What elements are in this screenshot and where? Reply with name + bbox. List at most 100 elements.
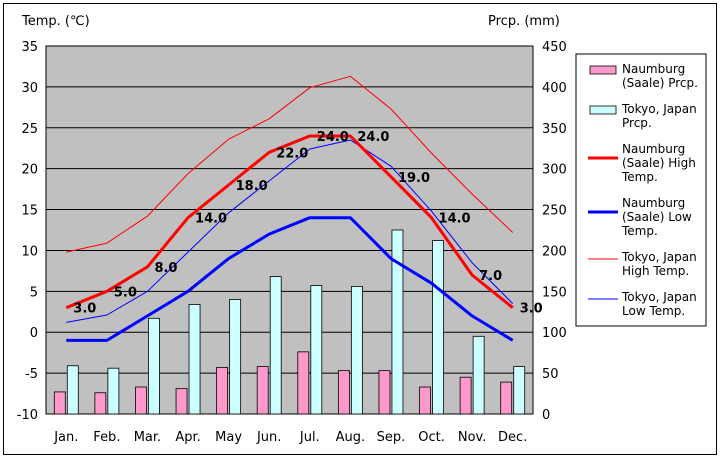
- y-right-tick-label: 150: [542, 285, 567, 300]
- legend: [575, 53, 707, 327]
- temperature-line: [66, 139, 514, 323]
- data-label: 19.0: [398, 171, 430, 186]
- bar-series-group: [53, 229, 526, 415]
- data-label: 14.0: [195, 212, 227, 227]
- precip-bar: [53, 391, 66, 415]
- precip-bar: [216, 366, 229, 415]
- precip-bar: [513, 366, 526, 415]
- legend-label: Tokyo, Japan: [621, 250, 697, 264]
- data-label: 3.0: [73, 302, 96, 317]
- x-tick-label: Mar.: [134, 430, 161, 445]
- precip-bar: [350, 286, 363, 415]
- x-tick-label: May: [215, 430, 242, 445]
- legend-entries: Naumburg(Saale) Prcp.Tokyo, JapanPrcp.Na…: [588, 62, 698, 318]
- y-right-tick-label: 350: [542, 122, 567, 137]
- y-left-tick-label: 5: [30, 285, 38, 300]
- legend-label: (Saale) Low: [622, 210, 692, 224]
- legend-label: Tokyo, Japan: [621, 290, 697, 304]
- legend-label: (Saale) High: [622, 156, 696, 170]
- axes-group: 35 450 30 400 25 350 20 300 15 250 10 200 5 150 0 100 -5…: [17, 40, 567, 445]
- y-right-tick-label: 400: [542, 81, 567, 96]
- y-right-tick-label: 100: [542, 326, 567, 341]
- precip-bar: [66, 365, 79, 415]
- y-left-tick-label: 20: [21, 163, 38, 178]
- gridlines: [46, 86, 533, 374]
- precip-bar: [256, 366, 269, 415]
- x-tick-label: Dec.: [498, 430, 527, 445]
- precip-bar: [229, 299, 242, 415]
- plot-area: [45, 45, 534, 415]
- temperature-line: [66, 216, 514, 342]
- data-labels-group: 3.0 5.0 8.0 14.0 18.0 22.0 24.0 24.0 19.0 14.0 7.0…: [73, 130, 542, 317]
- y-left-tick-label: 0: [30, 326, 38, 341]
- legend-swatch: [589, 105, 617, 115]
- y-left-tick-label: 10: [21, 244, 38, 259]
- x-tick-label: Oct.: [418, 430, 445, 445]
- precip-bar: [94, 392, 107, 415]
- precip-bar: [419, 386, 431, 415]
- legend-label: Naumburg: [622, 62, 685, 76]
- precip-bar: [135, 386, 147, 415]
- y-left-tick-label: 30: [21, 81, 38, 96]
- data-label: 24.0: [317, 130, 349, 145]
- y-right-tick-label: 300: [542, 163, 567, 178]
- y-left-tick-label: 25: [21, 122, 38, 137]
- x-tick-label: Sep.: [377, 430, 406, 445]
- precip-bar: [500, 381, 513, 415]
- x-tick-label: Feb.: [93, 430, 120, 445]
- precip-bar: [269, 276, 282, 415]
- precip-bar: [337, 370, 350, 415]
- y-axis-left-title: Temp. (℃): [21, 14, 90, 29]
- precip-bar: [175, 388, 188, 415]
- y-axis-right-title: Prcp. (mm): [488, 14, 560, 29]
- precip-bar: [188, 304, 201, 415]
- data-label: 22.0: [276, 146, 308, 161]
- line-series-group: [65, 75, 514, 342]
- temperature-line: [66, 75, 514, 253]
- y-right-tick-label: 0: [542, 408, 550, 423]
- y-right-tick-label: 50: [542, 367, 559, 382]
- y-left-tick-label: -10: [17, 408, 38, 423]
- precip-bar: [107, 367, 120, 415]
- data-label: 18.0: [236, 179, 268, 194]
- legend-label: Tokyo, Japan: [621, 102, 697, 116]
- y-right-tick-label: 250: [542, 204, 567, 219]
- precip-bar: [378, 370, 391, 415]
- x-tick-label: Jun.: [256, 430, 281, 445]
- legend-label: Temp.: [621, 170, 658, 184]
- precip-bar: [310, 285, 323, 415]
- legend-label: Naumburg: [622, 142, 685, 156]
- precip-bar: [391, 229, 404, 415]
- data-label: 5.0: [114, 285, 137, 300]
- y-left-tick-label: -5: [25, 367, 38, 382]
- x-tick-label: Apr.: [175, 430, 200, 445]
- x-tick-label: Aug.: [336, 430, 366, 445]
- legend-label: Temp.: [621, 224, 658, 238]
- y-right-tick-label: 450: [542, 40, 567, 55]
- legend-label: Low Temp.: [622, 304, 685, 318]
- legend-label: Naumburg: [622, 196, 685, 210]
- x-tick-label: Nov.: [458, 430, 487, 445]
- temperature-line: [65, 134, 514, 310]
- precip-bar: [472, 335, 485, 415]
- y-left-tick-label: 15: [21, 204, 38, 219]
- data-label: 8.0: [154, 261, 177, 276]
- data-label: 3.0: [520, 302, 543, 317]
- legend-label: (Saale) Prcp.: [622, 76, 698, 90]
- data-label: 24.0: [357, 130, 389, 145]
- y-right-tick-label: 200: [542, 244, 567, 259]
- legend-swatch: [589, 65, 617, 75]
- data-label: 14.0: [439, 212, 471, 227]
- precip-bar: [459, 376, 472, 415]
- precip-bar: [432, 240, 444, 415]
- precip-bar: [148, 317, 160, 415]
- precip-bar: [297, 351, 310, 415]
- data-label: 7.0: [479, 269, 502, 284]
- y-left-tick-label: 35: [21, 40, 38, 55]
- x-tick-label: Jan.: [53, 430, 78, 445]
- legend-label: High Temp.: [622, 264, 689, 278]
- x-tick-label: Jul.: [299, 430, 320, 445]
- legend-label: Prcp.: [622, 116, 652, 130]
